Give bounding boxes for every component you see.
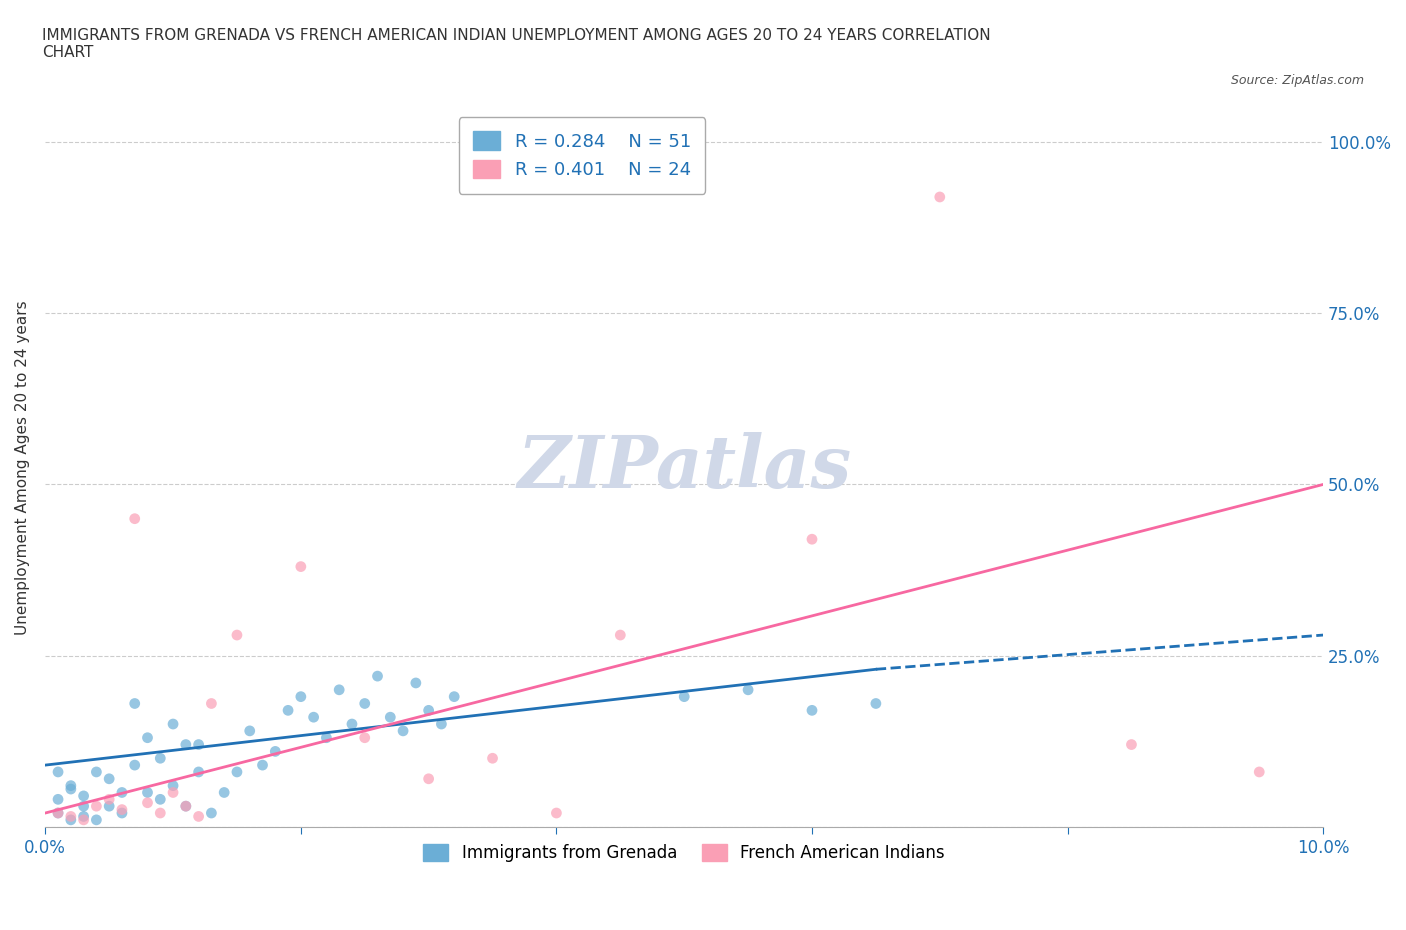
Point — [380, 710, 402, 724]
Point — [239, 724, 262, 738]
Point — [353, 696, 375, 711]
Point — [174, 799, 197, 814]
Point — [187, 809, 209, 824]
Point — [226, 628, 249, 643]
Text: Source: ZipAtlas.com: Source: ZipAtlas.com — [1230, 74, 1364, 87]
Point — [418, 703, 440, 718]
Point — [72, 789, 94, 804]
Point — [174, 737, 197, 752]
Point — [801, 532, 824, 547]
Point — [226, 764, 249, 779]
Point — [200, 805, 222, 820]
Point — [865, 696, 887, 711]
Point — [124, 758, 146, 773]
Point — [290, 559, 312, 574]
Point — [546, 805, 568, 820]
Point — [86, 813, 108, 828]
Point — [367, 669, 389, 684]
Y-axis label: Unemployment Among Ages 20 to 24 years: Unemployment Among Ages 20 to 24 years — [15, 300, 30, 634]
Point — [72, 799, 94, 814]
Point — [1121, 737, 1143, 752]
Point — [111, 803, 134, 817]
Point — [149, 791, 172, 806]
Text: IMMIGRANTS FROM GRENADA VS FRENCH AMERICAN INDIAN UNEMPLOYMENT AMONG AGES 20 TO : IMMIGRANTS FROM GRENADA VS FRENCH AMERIC… — [42, 28, 991, 60]
Point — [264, 744, 287, 759]
Point — [187, 737, 209, 752]
Point — [290, 689, 312, 704]
Point — [46, 764, 69, 779]
Point — [98, 771, 121, 786]
Point — [315, 730, 337, 745]
Point — [136, 785, 159, 800]
Point — [111, 805, 134, 820]
Point — [98, 791, 121, 806]
Point — [1249, 764, 1271, 779]
Point — [430, 717, 453, 732]
Point — [353, 730, 375, 745]
Point — [443, 689, 465, 704]
Point — [46, 805, 69, 820]
Point — [72, 809, 94, 824]
Point — [136, 730, 159, 745]
Point — [418, 771, 440, 786]
Point — [277, 703, 299, 718]
Point — [609, 628, 631, 643]
Point — [174, 799, 197, 814]
Point — [328, 683, 350, 698]
Point — [59, 778, 82, 793]
Point — [481, 751, 503, 765]
Point — [200, 696, 222, 711]
Point — [801, 703, 824, 718]
Point — [136, 795, 159, 810]
Point — [737, 683, 759, 698]
Point — [149, 751, 172, 765]
Point — [111, 785, 134, 800]
Point — [928, 190, 950, 205]
Point — [46, 791, 69, 806]
Point — [405, 675, 427, 690]
Point — [59, 813, 82, 828]
Point — [59, 781, 82, 796]
Point — [124, 696, 146, 711]
Point — [124, 512, 146, 526]
Point — [673, 689, 696, 704]
Point — [252, 758, 274, 773]
Point — [72, 813, 94, 828]
Point — [149, 805, 172, 820]
Legend: Immigrants from Grenada, French American Indians: Immigrants from Grenada, French American… — [416, 837, 952, 869]
Point — [162, 717, 184, 732]
Point — [46, 805, 69, 820]
Point — [187, 764, 209, 779]
Text: ZIPatlas: ZIPatlas — [517, 432, 851, 503]
Point — [98, 799, 121, 814]
Point — [392, 724, 415, 738]
Point — [162, 785, 184, 800]
Point — [340, 717, 363, 732]
Point — [59, 809, 82, 824]
Point — [302, 710, 325, 724]
Point — [162, 778, 184, 793]
Point — [212, 785, 235, 800]
Point — [86, 764, 108, 779]
Point — [86, 799, 108, 814]
